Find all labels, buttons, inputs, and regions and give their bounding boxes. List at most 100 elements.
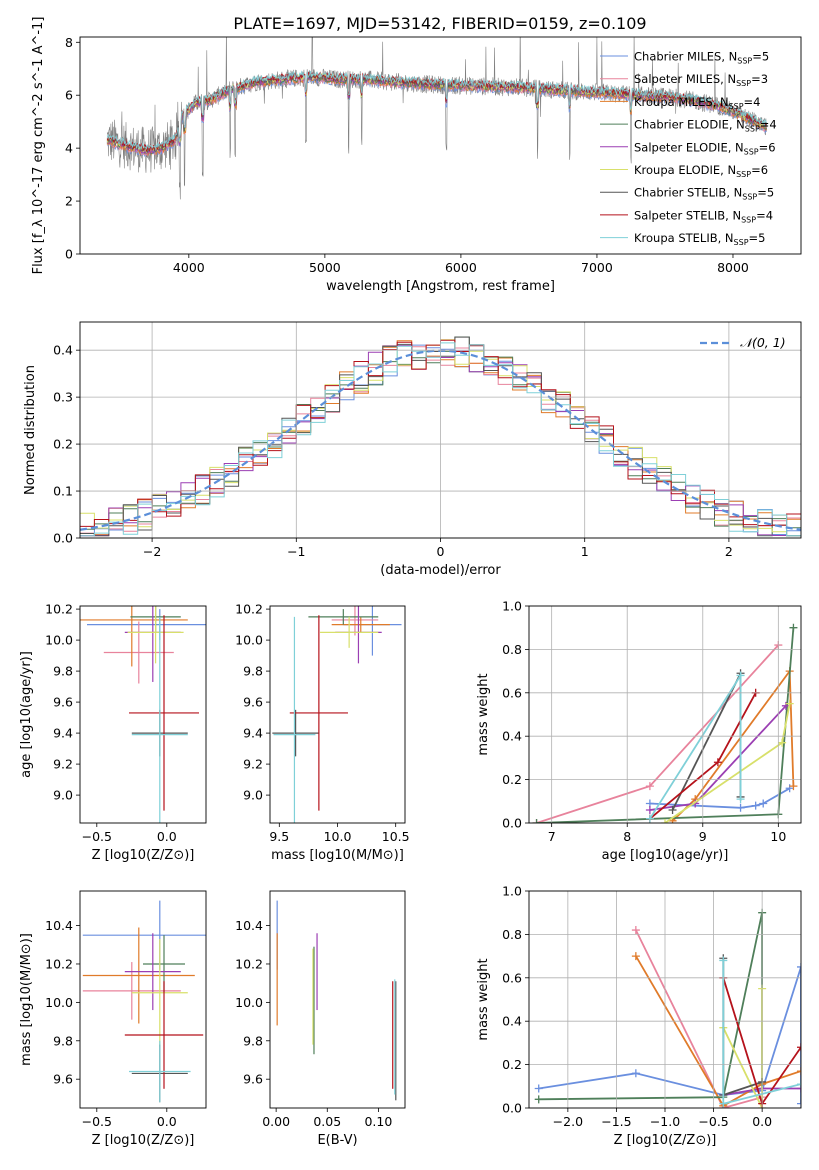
- spectrum-plot-area: [106, 37, 768, 200]
- age-vs-Z-ytick-label: 9.2: [53, 757, 73, 772]
- age-vs-Z-frame: [79, 605, 207, 824]
- mass-weight-vs-Z-axes: −2.0 −1.5 −1.0 −0.5 0.0 0.0 0.2 0.4 0.6 0.8 1.0 Z […: [476, 884, 802, 1148]
- legend-label-subscript: SSP: [741, 215, 756, 224]
- spectrum-xtick-label: 8000: [717, 260, 749, 275]
- age-vs-Z-ytick-label: 10.2: [45, 602, 73, 617]
- mass-weight-vs-age-ytick-label: 1.0: [502, 599, 522, 614]
- spectrum-axes: 4000 5000 6000 7000 8000 0 2 4 6 8 wavelength [Ang…: [31, 17, 802, 294]
- mass-weight-marker: [736, 795, 745, 804]
- legend-label-nssp: =4: [744, 95, 761, 109]
- age-vs-mass-ytick-label: 10.0: [235, 633, 263, 648]
- residuals-xtick-label: 1: [581, 544, 589, 559]
- legend-label: Salpeter STELIB, NSSP=4: [634, 208, 773, 224]
- figure-title: PLATE=1697, MJD=53142, FIBERID=0159, z=0…: [233, 14, 646, 33]
- legend-label-nssp: =5: [752, 50, 769, 64]
- mass-vs-Z-frame: [79, 890, 207, 1109]
- legend-label-nssp: =4: [760, 118, 777, 132]
- mass-vs-Z-xlabel: Z [log10(Z/Z⊙)]: [92, 1133, 195, 1148]
- mass-weight-vs-age-xtick-label: 8: [623, 829, 631, 844]
- mass-weight-line: [671, 672, 742, 811]
- mass-weight-marker: [789, 782, 798, 791]
- age-vs-Z-xtick-label: 0.0: [157, 829, 177, 844]
- age-vs-mass-plot-area: [272, 606, 402, 823]
- mass-weight-marker: [797, 1084, 801, 1093]
- mass-vs-Z-xtick-label: −0.5: [82, 1114, 112, 1129]
- mass-vs-Z-ytick-label: 10.4: [45, 918, 73, 933]
- age-vs-Z-xtick-label: −0.5: [82, 829, 112, 844]
- mass-weight-marker: [645, 782, 654, 791]
- mass-weight-marker: [661, 819, 669, 823]
- mass-weight-marker: [631, 926, 640, 935]
- mass-vs-Z-axes: −0.5 0.0 9.6 9.8 10.0 10.2 10.4 Z [log10(Z/Z⊙)]…: [19, 890, 207, 1148]
- mass-weight-vs-Z-xtick-label: −0.5: [698, 1114, 728, 1129]
- legend-label: Chabrier MILES, NSSP=5: [634, 50, 769, 66]
- residuals-ytick-label: 0.2: [53, 437, 73, 452]
- legend-label: Kroupa ELODIE, NSSP=6: [634, 163, 768, 179]
- mass-vs-Z-ylabel: mass [log10(M/M⊙)]: [19, 933, 34, 1066]
- mass-weight-line: [649, 787, 791, 809]
- mass-weight-marker: [631, 1069, 640, 1078]
- residuals-frame: [79, 321, 802, 539]
- age-vs-mass-ytick-label: 9.0: [243, 788, 263, 803]
- mass-weight-vs-Z-xtick-label: −1.0: [650, 1114, 680, 1129]
- mass-vs-ebv-ytick-label: 10.2: [235, 956, 263, 971]
- age-vs-mass-ytick-label: 9.2: [243, 757, 263, 772]
- mass-vs-Z-ytick-label: 9.6: [53, 1072, 73, 1087]
- mass-weight-vs-age-ytick-label: 0.2: [502, 772, 522, 787]
- mass-weight-line: [538, 966, 801, 1104]
- normal-legend-label: 𝒩(0, 1): [740, 335, 786, 350]
- mass-weight-vs-age-xlabel: age [log10(age/yr)]: [602, 848, 729, 863]
- mass-weight-marker: [736, 803, 745, 812]
- spectrum-ytick-label: 8: [65, 35, 73, 50]
- mass-weight-marker: [713, 758, 722, 767]
- mass-vs-ebv-frame: [269, 890, 406, 1109]
- mass-weight-marker: [797, 1080, 801, 1089]
- residuals-ytick-label: 0.4: [53, 343, 73, 358]
- age-vs-Z-xlabel: Z [log10(Z/Z⊙)]: [92, 848, 195, 863]
- age-vs-mass-xlabel: mass [log10(M/M⊙)]: [271, 848, 404, 863]
- spectrum-ylabel: Flux [f_λ 10^-17 erg cm^-2 s^-1 A^-1]: [31, 17, 46, 275]
- mass-weight-marker: [751, 801, 760, 810]
- mass-weight-vs-age-ytick-label: 0.4: [502, 729, 522, 744]
- spectrum-xtick-label: 6000: [445, 260, 477, 275]
- mass-vs-ebv-xtick-label: 0.00: [262, 1114, 290, 1129]
- legend-label-subscript: SSP: [737, 57, 752, 66]
- legend-label-subscript: SSP: [736, 79, 751, 88]
- age-vs-mass-xtick-label: 10.5: [382, 829, 410, 844]
- mass-weight-vs-age-frame: [528, 605, 802, 824]
- mass-weight-marker: [736, 671, 745, 680]
- mass-weight-vs-age-plot-area: [532, 623, 798, 823]
- mass-weight-marker: [719, 1099, 728, 1108]
- age-vs-mass-xtick-label: 9.5: [269, 829, 289, 844]
- mass-vs-Z-ytick-label: 10.2: [45, 956, 73, 971]
- age-vs-mass-ytick-label: 9.6: [243, 695, 263, 710]
- legend-label-nssp: =5: [757, 186, 774, 200]
- legend-label-subscript: SSP: [736, 170, 751, 179]
- spectrum-model-line: [106, 70, 768, 151]
- mass-weight-vs-age-axes: 7 8 9 10 0.0 0.2 0.4 0.6 0.8 1.0 age [log10(age/yr…: [476, 599, 802, 863]
- mass-weight-vs-Z-ytick-label: 0.4: [502, 1014, 522, 1029]
- mass-weight-marker: [532, 819, 541, 823]
- mass-weight-marker: [797, 962, 801, 971]
- age-vs-Z-ytick-label: 10.0: [45, 633, 73, 648]
- mass-weight-vs-Z-xlabel: Z [log10(Z/Z⊙)]: [614, 1133, 717, 1148]
- mass-vs-ebv-plot-area: [276, 900, 397, 1101]
- residuals-ytick-label: 0.0: [53, 531, 73, 546]
- residuals-xlabel: (data-model)/error: [380, 563, 501, 578]
- legend-label-nssp: =5: [749, 231, 766, 245]
- spectrum-xtick-label: 7000: [581, 260, 613, 275]
- age-vs-Z-ytick-label: 9.8: [53, 664, 73, 679]
- mass-weight-vs-age-ytick-label: 0.8: [502, 642, 522, 657]
- spectrum-ytick-label: 2: [65, 194, 73, 209]
- mass-weight-line: [722, 958, 763, 1097]
- mass-weight-marker: [645, 805, 654, 814]
- mass-weight-vs-Z-ytick-label: 0.2: [502, 1057, 522, 1072]
- mass-weight-marker: [778, 738, 787, 747]
- mass-weight-marker: [645, 814, 654, 823]
- mass-vs-ebv-ytick-label: 9.8: [243, 1033, 263, 1048]
- mass-weight-marker: [797, 1099, 801, 1108]
- age-vs-mass-ytick-label: 9.8: [243, 664, 263, 679]
- age-vs-Z-ytick-label: 9.4: [53, 726, 73, 741]
- mass-weight-line: [538, 912, 763, 1101]
- mass-vs-Z-ytick-label: 10.0: [45, 995, 73, 1010]
